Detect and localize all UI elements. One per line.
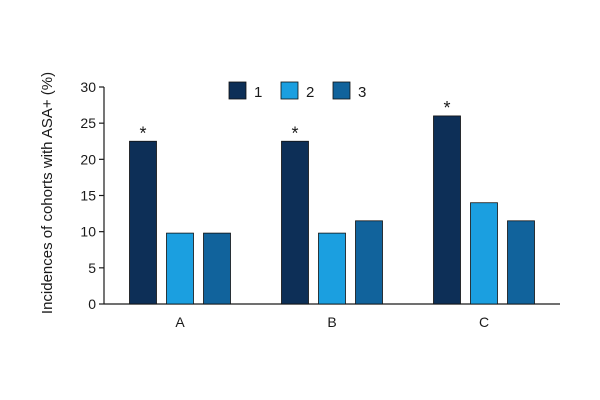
- significance-marker: *: [443, 98, 450, 118]
- y-axis-label: Incidences of cohorts with ASA+ (%): [39, 72, 56, 314]
- legend-swatch-1: [228, 81, 247, 100]
- legend: 1 2 3: [228, 81, 366, 101]
- bar-C-series-3: [507, 220, 535, 305]
- legend-label: 2: [306, 84, 314, 101]
- bar-C-series-2: [470, 202, 498, 305]
- significance-marker: *: [291, 123, 298, 143]
- legend-swatch-2: [280, 81, 299, 100]
- bar-C-series-1: [433, 115, 461, 305]
- y-tick-label: 0: [88, 296, 96, 312]
- y-tick-label: 5: [88, 260, 96, 276]
- x-tick-label: B: [327, 314, 336, 330]
- y-tick-label: 15: [80, 188, 96, 204]
- x-tick-label: A: [175, 314, 185, 330]
- significance-marker: *: [139, 123, 146, 143]
- bar-A-series-2: [166, 232, 194, 305]
- bar-B-series-2: [318, 232, 346, 305]
- bar-A-series-3: [203, 232, 231, 305]
- y-tick-label: 20: [80, 151, 96, 167]
- legend-label: 1: [254, 84, 262, 101]
- bar-B-series-3: [355, 220, 383, 305]
- bar-A-series-1: [129, 140, 157, 305]
- y-tick-label: 30: [80, 79, 96, 95]
- bar-B-series-1: [281, 140, 309, 305]
- y-tick-label: 25: [80, 115, 96, 131]
- y-tick-label: 10: [80, 224, 96, 240]
- legend-swatch-3: [332, 81, 351, 100]
- plot-area: 0 5 10 15 20 25 30 * A * B * C: [80, 79, 560, 330]
- legend-label: 3: [358, 84, 366, 101]
- x-tick-label: C: [479, 314, 489, 330]
